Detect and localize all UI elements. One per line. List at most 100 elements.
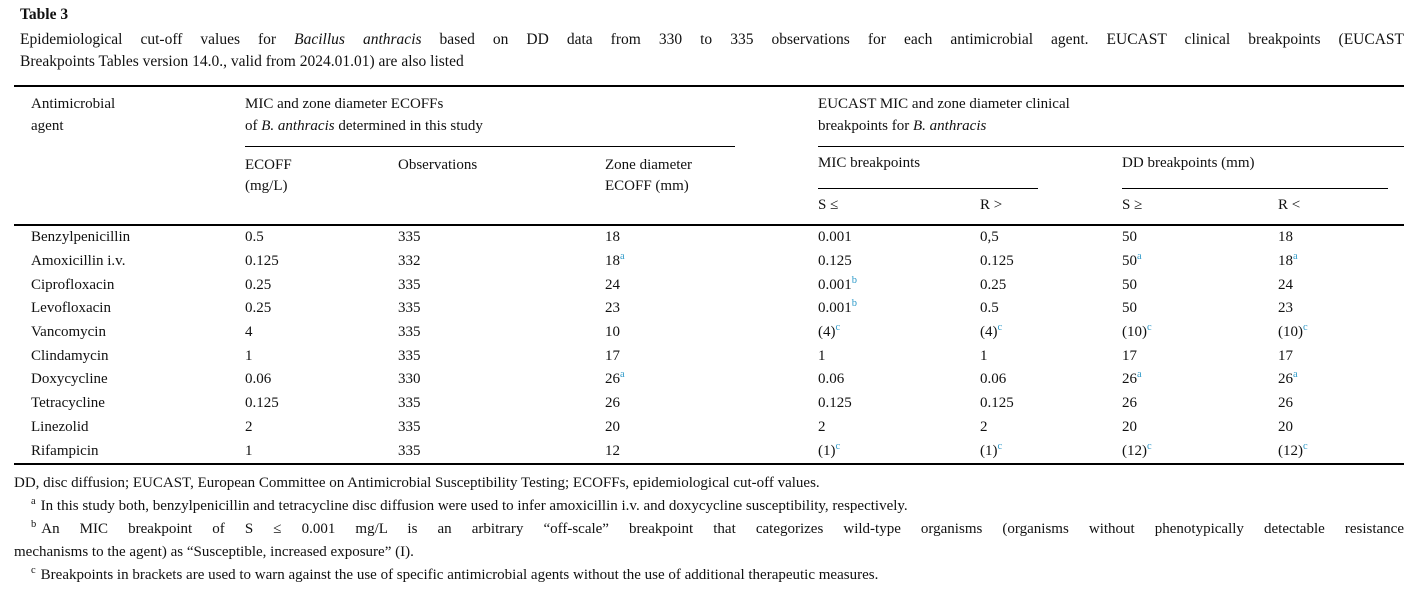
group2-line-1: EUCAST MIC and zone diameter clinical bbox=[818, 96, 1070, 112]
footnote-marker: b bbox=[31, 518, 37, 530]
caption-species-italic: Bacillus anthracis bbox=[294, 31, 422, 48]
col-group-dd-breakpoints: DD breakpoints (mm) bbox=[1122, 147, 1404, 189]
group2-underline bbox=[818, 146, 1405, 147]
value-cell: 0.125 bbox=[245, 395, 279, 412]
col-header-mic-susceptible: S ≤ bbox=[818, 189, 981, 226]
value-cell: 10 bbox=[605, 324, 620, 341]
value-cell: (4)c bbox=[980, 322, 1003, 341]
value-cell: (12)c bbox=[1278, 440, 1308, 459]
footnote-marker: a bbox=[1137, 369, 1142, 381]
table-row: Vancomycin 4 335 10 (4)c (4)c (10)c (10)c bbox=[14, 321, 1404, 345]
group1-species-italic: B. anthracis bbox=[261, 118, 335, 134]
value-cell: 26 bbox=[605, 395, 620, 412]
group2-text: breakpoints for bbox=[818, 118, 914, 134]
mic-group-label: MIC breakpoints bbox=[818, 155, 921, 171]
value-cell: 26a bbox=[605, 369, 625, 388]
footnote-marker: a bbox=[31, 495, 36, 507]
agent-header-line-1: Antimicrobial bbox=[31, 96, 116, 112]
value-cell: (1)c bbox=[818, 440, 841, 459]
footnote-marker: c bbox=[997, 322, 1003, 334]
agent-cell: Doxycycline bbox=[31, 371, 108, 388]
group1-line-2: of B. anthracis determined in this study bbox=[245, 115, 818, 137]
zone-header-line-2: ECOFF (mm) bbox=[605, 178, 689, 194]
value-cell: 18a bbox=[1278, 251, 1298, 270]
value-cell: 17 bbox=[1278, 347, 1294, 364]
value-cell: 50a bbox=[1122, 251, 1142, 270]
value-cell: 26a bbox=[1122, 369, 1142, 388]
footnote-marker: a bbox=[1293, 251, 1298, 263]
col-group-eucast-breakpoints: EUCAST MIC and zone diameter clinical br… bbox=[818, 86, 1405, 147]
value-cell: 2 bbox=[245, 418, 253, 435]
value-cell: 2 bbox=[980, 418, 988, 435]
footnote-marker: c bbox=[997, 440, 1003, 452]
agent-cell: Benzylpenicillin bbox=[31, 229, 131, 246]
value-cell: 332 bbox=[398, 253, 421, 270]
value-cell: 0.06 bbox=[818, 371, 845, 388]
value-cell: (4)c bbox=[818, 322, 841, 341]
table-row: Tetracycline 0.125 335 26 0.125 0.125 26 26 bbox=[14, 392, 1404, 416]
col-group-study-ecoffs: MIC and zone diameter ECOFFs of B. anthr… bbox=[245, 86, 818, 147]
footnote-marker: a bbox=[620, 369, 625, 381]
ecoff-header-line-2: (mg/L) bbox=[245, 178, 288, 194]
value-cell: (10)c bbox=[1278, 322, 1308, 341]
value-cell: 1 bbox=[980, 347, 988, 364]
value-cell: 0.125 bbox=[818, 253, 852, 270]
value-cell: 20 bbox=[1278, 418, 1294, 435]
col-group-mic-breakpoints: MIC breakpoints bbox=[818, 147, 1122, 189]
col-header-observations: Observations bbox=[398, 147, 605, 226]
value-cell: 50 bbox=[1122, 229, 1138, 246]
value-cell: 0.5 bbox=[245, 229, 264, 246]
agent-cell: Tetracycline bbox=[31, 395, 105, 412]
value-cell: 335 bbox=[398, 347, 421, 364]
value-cell: 335 bbox=[398, 442, 421, 459]
footnote-marker: c bbox=[1303, 440, 1308, 452]
footnote-marker: b bbox=[851, 298, 858, 310]
table-title: Table 3 bbox=[20, 6, 69, 23]
value-cell: (10)c bbox=[1122, 322, 1152, 341]
agent-cell: Levofloxacin bbox=[31, 300, 111, 317]
value-cell: 4 bbox=[245, 324, 253, 341]
group1-line-1: MIC and zone diameter ECOFFs bbox=[245, 96, 444, 112]
mic-group-underline bbox=[818, 188, 1039, 189]
table-row: Clindamycin 1 335 17 1 1 17 17 bbox=[14, 344, 1404, 368]
value-cell: 1 bbox=[245, 347, 253, 364]
footnotes: DD, disc diffusion; EUCAST, European Com… bbox=[14, 472, 1404, 587]
value-cell: 0.06 bbox=[980, 371, 1007, 388]
col-header-mic-resistant: R > bbox=[980, 189, 1123, 226]
value-cell: 26a bbox=[1278, 369, 1298, 388]
value-cell: 18 bbox=[1278, 229, 1294, 246]
group1-underline bbox=[245, 146, 735, 147]
footnote-marker: c bbox=[1147, 440, 1152, 452]
agent-cell: Ciprofloxacin bbox=[31, 276, 115, 293]
value-cell: 2 bbox=[818, 418, 826, 435]
caption-text: based on DD data from 330 to 335 observa… bbox=[421, 31, 1404, 48]
group1-text: determined in this study bbox=[334, 118, 483, 134]
table-body: Benzylpenicillin 0.5 335 18 0.001 0,5 50 18 Amox… bbox=[14, 225, 1404, 464]
footnote-marker: c bbox=[31, 564, 36, 576]
value-cell: 24 bbox=[605, 276, 620, 293]
group2-line-2: breakpoints for B. anthracis bbox=[818, 115, 1404, 137]
value-cell: 0.001b bbox=[818, 274, 858, 293]
value-cell: 0.25 bbox=[980, 276, 1007, 293]
value-cell: (12)c bbox=[1122, 440, 1152, 459]
value-cell: 335 bbox=[398, 229, 421, 246]
value-cell: 20 bbox=[1122, 418, 1138, 435]
col-header-ecoff: ECOFF (mg/L) bbox=[245, 147, 398, 226]
value-cell: 23 bbox=[1278, 300, 1294, 317]
value-cell: (1)c bbox=[980, 440, 1003, 459]
table-row: Doxycycline 0.06 330 26a 0.06 0.06 26a 26a bbox=[14, 368, 1404, 392]
col-header-dd-susceptible: S ≥ bbox=[1122, 189, 1279, 226]
value-cell: 23 bbox=[605, 300, 620, 317]
table-row: Linezolid 2 335 20 2 2 20 20 bbox=[14, 416, 1404, 440]
footnote-line: a In this study both, benzylpenicillin an… bbox=[31, 495, 908, 514]
value-cell: 1 bbox=[245, 442, 253, 459]
caption-text: Epidemiological cut-off values for bbox=[20, 31, 295, 48]
col-header-antimicrobial-agent: Antimicrobial agent bbox=[14, 86, 245, 226]
value-cell: 0.06 bbox=[245, 371, 272, 388]
value-cell: 0.001b bbox=[818, 298, 858, 317]
value-cell: 330 bbox=[398, 371, 421, 388]
agent-cell: Rifampicin bbox=[31, 442, 99, 459]
header-symbol-row: S ≤ R > S ≥ R < bbox=[14, 189, 1405, 226]
value-cell: 26 bbox=[1278, 395, 1294, 412]
footnote-marker: c bbox=[1147, 322, 1152, 334]
